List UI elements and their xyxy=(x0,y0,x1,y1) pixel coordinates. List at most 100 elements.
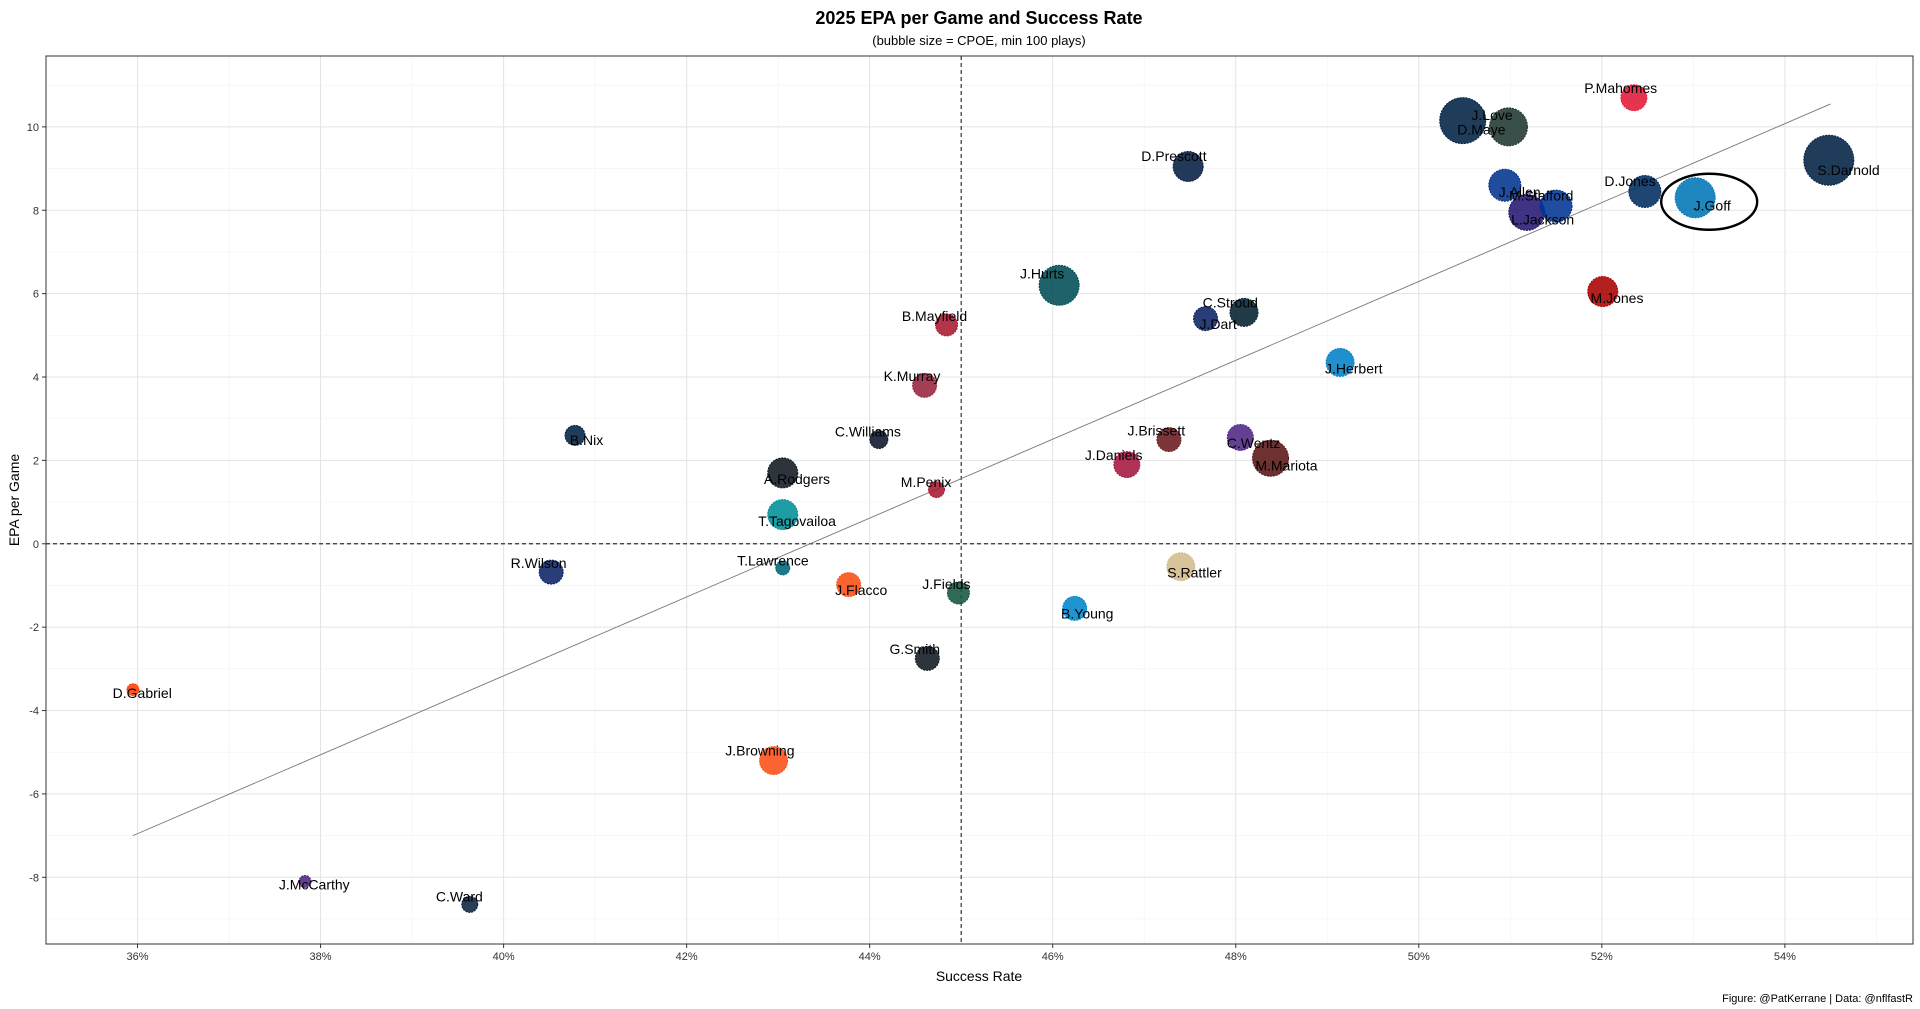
highlight-ellipse xyxy=(1659,172,1759,231)
data-point xyxy=(298,874,312,888)
point-label: C.Stroud xyxy=(1203,294,1258,310)
data-point xyxy=(914,645,940,671)
y-tick-label: -2 xyxy=(29,622,39,634)
y-tick-label: 6 xyxy=(33,289,39,301)
x-tick-label: 44% xyxy=(859,951,881,963)
point-label: J.Fields xyxy=(922,576,970,592)
point-label: J.Herbert xyxy=(1325,360,1383,376)
grid-lines xyxy=(45,56,1913,944)
point-label: J.Brissett xyxy=(1128,422,1186,438)
chart-caption: Figure: @PatKerrane | Data: @nflfastR xyxy=(1722,993,1913,1005)
reference-lines xyxy=(46,56,1913,944)
point-label: S.Rattler xyxy=(1167,565,1222,581)
data-point xyxy=(538,559,564,585)
point-label: D.Gabriel xyxy=(113,685,172,701)
point-label: J.Browning xyxy=(725,743,794,759)
data-point xyxy=(126,683,140,697)
data-point xyxy=(1488,107,1528,147)
point-label: K.Murray xyxy=(884,368,941,384)
point-label: J.Goff xyxy=(1694,198,1731,214)
x-axis-ticks: 36% 38% 40% 42% 44% 46% 48% 50% 52% 54% xyxy=(127,944,1796,963)
point-label: B.Young xyxy=(1061,606,1113,622)
x-axis-label: Success Rate xyxy=(936,968,1023,984)
data-point xyxy=(1038,264,1080,306)
x-tick-label: 42% xyxy=(676,951,698,963)
data-point xyxy=(1620,84,1648,112)
data-point xyxy=(759,746,789,776)
y-tick-label: -4 xyxy=(29,706,39,718)
x-tick-label: 48% xyxy=(1225,951,1247,963)
point-label: J.Dart xyxy=(1199,316,1236,332)
data-point xyxy=(869,430,889,450)
plot-panel-border xyxy=(45,55,1914,945)
point-label: M.Mariota xyxy=(1255,458,1317,474)
data-point xyxy=(1587,276,1619,308)
point-label: B.Mayfield xyxy=(902,308,967,324)
data-point xyxy=(767,499,799,531)
data-point xyxy=(1488,168,1522,202)
data-point xyxy=(1539,189,1573,223)
point-label: B.Nix xyxy=(570,432,603,448)
data-point xyxy=(461,895,479,913)
data-point xyxy=(1166,552,1196,582)
chart-title: 2025 EPA per Game and Success Rate xyxy=(815,8,1142,28)
y-axis-ticks: -8 -6 -4 -2 0 2 4 6 8 10 xyxy=(27,122,46,884)
data-point xyxy=(1325,347,1355,377)
point-label: J.Allen xyxy=(1499,184,1541,200)
point-label: C.Williams xyxy=(835,423,901,439)
point-label: M.Penix xyxy=(901,474,952,490)
x-tick-label: 52% xyxy=(1591,951,1613,963)
data-point xyxy=(1193,306,1219,332)
x-tick-label: 54% xyxy=(1774,951,1796,963)
point-label: A.Rodgers xyxy=(764,471,830,487)
data-point xyxy=(1252,439,1290,477)
point-label: M.Stafford xyxy=(1509,187,1573,203)
data-point xyxy=(1674,177,1716,219)
point-label: D.Maye xyxy=(1457,122,1505,138)
y-tick-label: 4 xyxy=(33,372,39,384)
data-point xyxy=(564,424,586,446)
x-tick-label: 40% xyxy=(493,951,515,963)
y-tick-label: 2 xyxy=(33,455,39,467)
data-point xyxy=(1156,427,1182,453)
data-point xyxy=(1172,150,1204,182)
point-label: L.Jackson xyxy=(1511,212,1574,228)
y-axis-label: EPA per Game xyxy=(6,454,22,547)
point-label: J.Love xyxy=(1471,107,1512,123)
point-label: J.Daniels xyxy=(1085,447,1143,463)
point-label: G.Smith xyxy=(889,641,940,657)
point-label: S.Darnold xyxy=(1817,162,1879,178)
point-label: T.Lawrence xyxy=(737,553,809,569)
y-tick-label: 0 xyxy=(33,539,39,551)
y-tick-label: 8 xyxy=(33,205,39,217)
data-point xyxy=(1062,595,1088,621)
data-point xyxy=(836,572,862,598)
data-point xyxy=(1439,97,1487,145)
point-label: J.McCarthy xyxy=(279,877,350,893)
point-label: J.Hurts xyxy=(1020,265,1064,281)
data-point xyxy=(1113,451,1141,479)
point-label: C.Wentz xyxy=(1227,435,1280,451)
point-label: T.Tagovailoa xyxy=(758,513,836,529)
y-tick-label: 10 xyxy=(27,122,39,134)
data-point xyxy=(1628,174,1662,208)
data-point xyxy=(775,560,791,576)
x-tick-label: 38% xyxy=(310,951,332,963)
point-label: R.Wilson xyxy=(511,555,567,571)
data-points xyxy=(126,84,1855,913)
x-tick-label: 46% xyxy=(1042,951,1064,963)
data-point xyxy=(1229,297,1259,327)
data-point xyxy=(927,481,945,499)
point-label: P.Mahomes xyxy=(1584,80,1657,96)
point-label: M.Jones xyxy=(1591,290,1644,306)
x-tick-label: 50% xyxy=(1408,951,1430,963)
data-point xyxy=(946,581,970,605)
trend-line xyxy=(132,103,1831,837)
point-label: D.Prescott xyxy=(1141,148,1206,164)
y-tick-label: -6 xyxy=(29,789,39,801)
data-point xyxy=(1226,423,1254,451)
data-point xyxy=(1803,134,1855,186)
point-label: C.Ward xyxy=(436,889,483,905)
